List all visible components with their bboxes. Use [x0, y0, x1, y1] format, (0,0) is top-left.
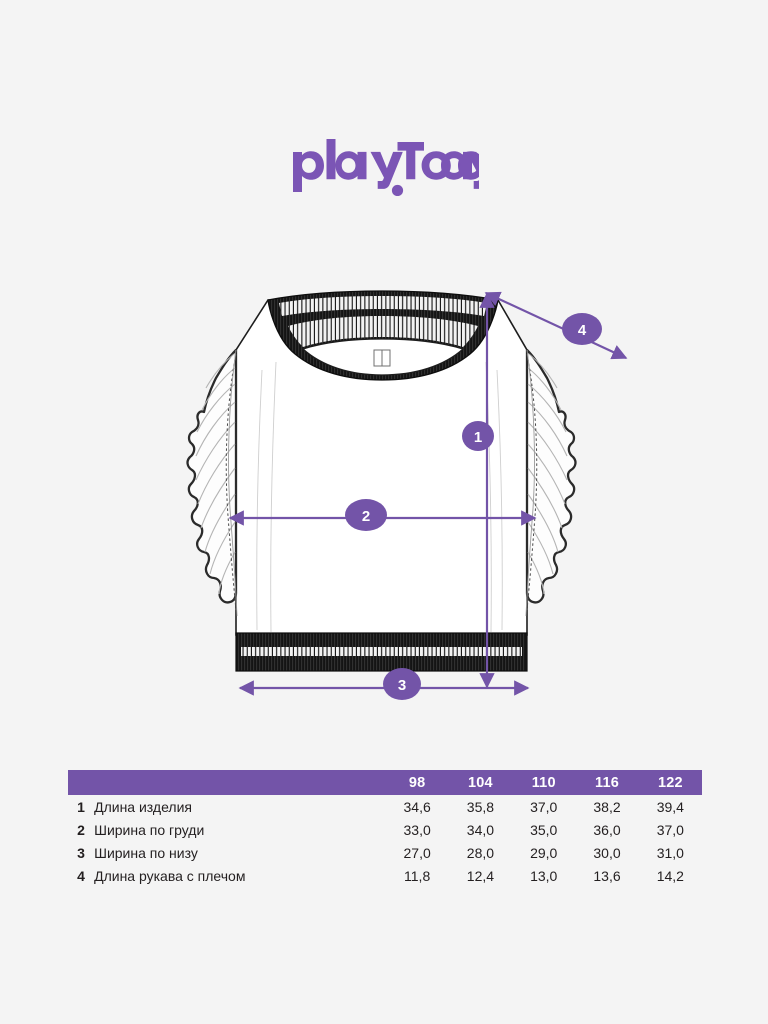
table-row: 3 Ширина по низу 27,0 28,0 29,0 30,0 31,… — [68, 841, 702, 864]
row-1-value-110: 35,0 — [530, 821, 558, 838]
row-3-value-122: 14,2 — [656, 867, 684, 884]
row-1-value-104: 34,0 — [466, 821, 495, 838]
row-3-value-110: 13,0 — [530, 867, 558, 884]
row-1-value-98: 33,0 — [403, 821, 431, 838]
marker-4-label: 4 — [578, 322, 587, 339]
row-0-value-104: 35,8 — [466, 798, 495, 815]
row-1-value-116: 36,0 — [593, 821, 621, 838]
header-label-cell — [94, 770, 386, 795]
marker-3: 3 — [383, 668, 421, 700]
row-3-value-104: 12,4 — [466, 867, 495, 884]
row-2-value-110: 29,0 — [530, 844, 558, 861]
header-size-116: 116 — [575, 770, 639, 795]
collar-rib — [267, 290, 499, 381]
header-size-110: 110 — [512, 770, 576, 795]
measure-line-4 — [484, 291, 628, 360]
row-2-value-116: 30,0 — [593, 844, 621, 861]
marker-1: 1 — [462, 421, 494, 451]
marker-1-label: 1 — [474, 429, 482, 446]
table-row: 1 Длина изделия 34,6 35,8 37,0 38,2 39,4 — [68, 795, 702, 818]
table-row: 2 Ширина по груди 33,0 34,0 35,0 36,0 37… — [68, 818, 702, 841]
size-chart-table: 98 104 110 116 122 1 Длина изделия 34,6 … — [68, 770, 702, 887]
marker-3-label: 3 — [398, 677, 406, 694]
row-index: 2 — [77, 821, 85, 838]
row-0-value-110: 37,0 — [530, 798, 558, 815]
row-label: Длина изделия — [94, 798, 192, 815]
row-1-value-122: 37,0 — [656, 821, 684, 838]
brand-logo — [0, 128, 768, 204]
row-2-value-104: 28,0 — [466, 844, 495, 861]
row-0-value-98: 34,6 — [403, 798, 431, 815]
row-2-value-98: 27,0 — [403, 844, 431, 861]
size-chart-header: 98 104 110 116 122 — [68, 770, 702, 795]
header-size-98: 98 — [385, 770, 449, 795]
size-chart-body: 1 Длина изделия 34,6 35,8 37,0 38,2 39,4… — [68, 795, 702, 887]
row-label: Ширина по груди — [94, 821, 205, 838]
header-index-cell — [68, 770, 95, 795]
row-0-value-122: 39,4 — [656, 798, 684, 815]
row-2-value-122: 31,0 — [656, 844, 684, 861]
playtoday-logo-mark — [293, 139, 479, 196]
marker-4: 4 — [562, 313, 602, 345]
header-size-122: 122 — [638, 770, 702, 795]
garment-technical-drawing: 1 2 3 4 — [186, 290, 628, 700]
measurement-markers: 1 2 3 4 — [345, 313, 602, 700]
row-index: 1 — [77, 798, 85, 815]
marker-2: 2 — [345, 499, 387, 531]
row-3-value-98: 11,8 — [404, 867, 431, 884]
marker-2-label: 2 — [362, 508, 370, 525]
right-sleeve-ruffle — [525, 348, 577, 617]
row-label: Длина рукава с плечом — [94, 867, 246, 884]
table-row: 4 Длина рукава с плечом 11,8 12,4 13,0 1… — [68, 864, 702, 887]
row-3-value-116: 13,6 — [593, 867, 621, 884]
header-size-104: 104 — [448, 770, 513, 795]
header-row: 98 104 110 116 122 — [68, 770, 702, 795]
row-label: Ширина по низу — [94, 844, 198, 861]
garment-illustration: 1 2 3 4 — [0, 250, 768, 720]
row-0-value-116: 38,2 — [593, 798, 621, 815]
hem-rib-band — [235, 632, 528, 672]
row-index: 3 — [77, 844, 85, 861]
left-sleeve-ruffle — [186, 348, 238, 617]
neck-label-tag — [373, 349, 391, 367]
row-index: 4 — [77, 867, 85, 884]
size-chart-table-container: 98 104 110 116 122 1 Длина изделия 34,6 … — [68, 770, 702, 887]
